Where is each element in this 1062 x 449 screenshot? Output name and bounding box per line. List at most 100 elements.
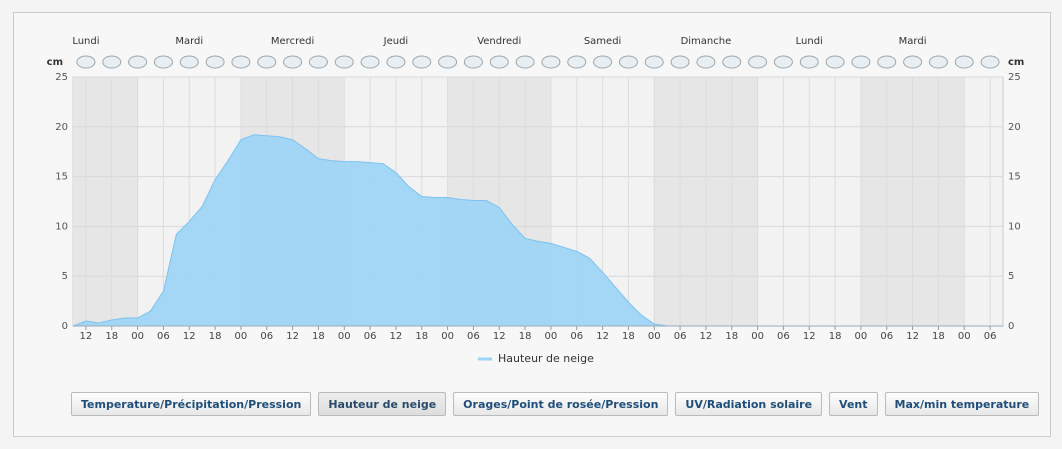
x-tick-label: 00: [958, 331, 971, 342]
icon-cloud: [748, 55, 768, 69]
weather-icon: [386, 55, 406, 69]
x-tick-label: 12: [493, 331, 506, 342]
x-tick-label: 00: [338, 331, 351, 342]
x-tick-label: 00: [131, 331, 144, 342]
icon-cloud: [670, 55, 690, 69]
icon-cloud: [593, 55, 613, 69]
weather-icon: [412, 55, 432, 69]
y-tick-label: 15: [55, 172, 68, 183]
icon-cloud: [722, 55, 742, 69]
day-band: [73, 77, 138, 326]
x-tick-label: 18: [415, 331, 428, 342]
x-tick-label: 18: [209, 331, 222, 342]
weather-icon: [541, 55, 561, 69]
weather-icon: [179, 55, 199, 69]
weather-icon: [360, 55, 380, 69]
x-tick-label: 12: [390, 331, 403, 342]
icon-cloud: [825, 55, 845, 69]
y2-tick-label: 5: [1008, 271, 1014, 282]
icon-cloud: [618, 55, 638, 69]
icon-cloud: [463, 55, 483, 69]
icon-cloud: [515, 55, 535, 69]
y2-tick-label: 15: [1008, 172, 1021, 183]
x-tick-label: 18: [829, 331, 842, 342]
icon-cloud: [928, 55, 948, 69]
chart-button[interactable]: Vent: [829, 392, 878, 416]
icon-cloud: [231, 55, 251, 69]
icon-cloud: [644, 55, 664, 69]
y-tick-label: 25: [55, 72, 68, 83]
y-tick-label: 10: [55, 221, 68, 232]
weather-icon: [438, 55, 458, 69]
day-label: Lundi: [72, 36, 99, 47]
weather-icon: [257, 55, 277, 69]
y2-tick-label: 20: [1008, 122, 1021, 133]
icon-cloud: [257, 55, 277, 69]
weather-icon: [231, 55, 251, 69]
x-tick-label: 06: [570, 331, 583, 342]
x-tick-label: 06: [157, 331, 170, 342]
weather-icon: [308, 55, 328, 69]
icon-cloud: [851, 55, 871, 69]
chart-button[interactable]: Max/min temperature: [884, 392, 1040, 416]
x-tick-label: 00: [751, 331, 764, 342]
day-label: Mardi: [175, 36, 203, 47]
x-tick-label: 06: [467, 331, 480, 342]
chart-button[interactable]: Temperature/Précipitation/Pression: [71, 392, 312, 416]
weather-icon: [696, 55, 716, 69]
weather-icon: [283, 55, 303, 69]
day-label: Lundi: [796, 36, 823, 47]
weather-icon: [76, 55, 96, 69]
x-tick-label: 18: [725, 331, 738, 342]
icon-cloud: [360, 55, 380, 69]
icon-cloud: [980, 55, 1000, 69]
x-tick-label: 18: [932, 331, 945, 342]
icon-cloud: [179, 55, 199, 69]
y-tick-label: 0: [62, 321, 68, 332]
icon-cloud: [696, 55, 716, 69]
x-tick-label: 12: [80, 331, 93, 342]
x-tick-label: 12: [906, 331, 919, 342]
y-tick-label: 5: [62, 271, 68, 282]
chart-button[interactable]: Orages/Point de rosée/Pression: [453, 392, 669, 416]
y2-tick-label: 10: [1008, 221, 1021, 232]
icon-cloud: [76, 55, 96, 69]
x-tick-label: 18: [519, 331, 532, 342]
weather-icon: [773, 55, 793, 69]
icon-cloud: [567, 55, 587, 69]
day-label: Mardi: [899, 36, 927, 47]
weather-icon: [463, 55, 483, 69]
chart-button[interactable]: UV/Radiation solaire: [675, 392, 823, 416]
icon-cloud: [102, 55, 122, 69]
weather-icon: [799, 55, 819, 69]
weather-icon: [489, 55, 509, 69]
icon-cloud: [153, 55, 173, 69]
icon-cloud: [903, 55, 923, 69]
area: [73, 134, 1003, 326]
x-tick-label: 06: [777, 331, 790, 342]
y-axis-label: cm: [47, 57, 63, 68]
icon-cloud: [773, 55, 793, 69]
icon-cloud: [205, 55, 225, 69]
icon-cloud: [799, 55, 819, 69]
x-tick-label: 12: [700, 331, 713, 342]
x-tick-label: 12: [596, 331, 609, 342]
weather-icon: [153, 55, 173, 69]
icon-cloud: [334, 55, 354, 69]
icon-cloud: [412, 55, 432, 69]
weather-icon: [748, 55, 768, 69]
icon-cloud: [308, 55, 328, 69]
weather-icon: [102, 55, 122, 69]
icon-cloud: [489, 55, 509, 69]
day-label: Jeudi: [383, 36, 409, 47]
y-tick-label: 20: [55, 122, 68, 133]
weather-icon: [851, 55, 871, 69]
x-tick-label: 00: [648, 331, 661, 342]
weather-icon: [593, 55, 613, 69]
x-tick-label: 18: [622, 331, 635, 342]
chart-button[interactable]: Hauteur de neige: [318, 392, 447, 416]
x-tick-label: 00: [441, 331, 454, 342]
x-tick-label: 00: [545, 331, 558, 342]
